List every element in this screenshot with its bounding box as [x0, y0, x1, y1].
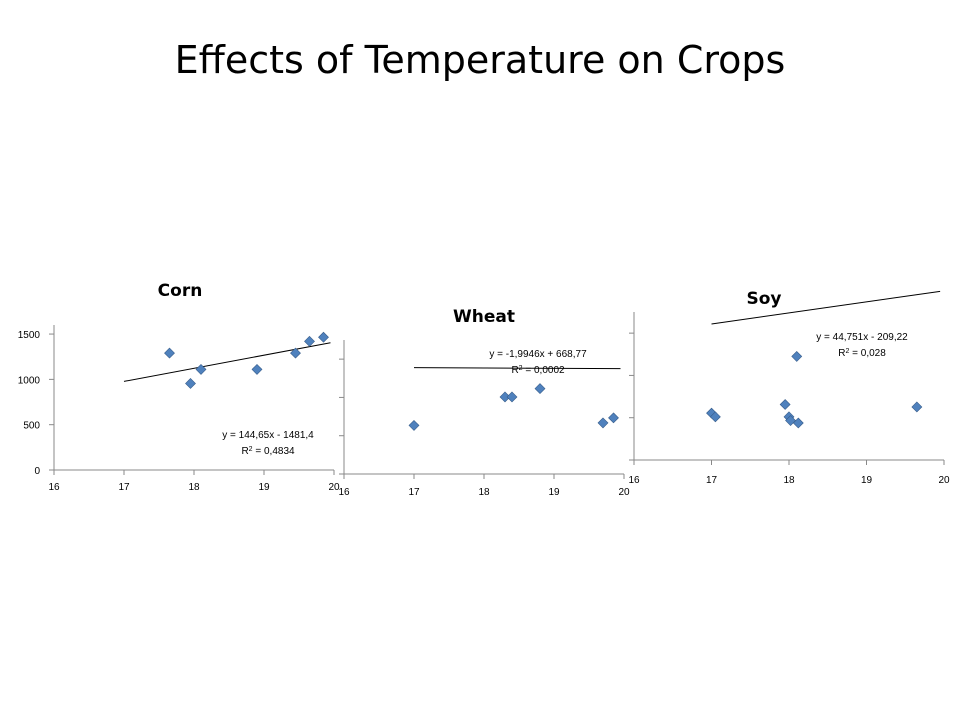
r-squared: R2 = 0,0002 [511, 365, 565, 377]
r-squared: R2 = 0,4834 [241, 446, 295, 458]
y-tick-label: 500 [23, 421, 40, 432]
x-tick-label: 20 [938, 475, 950, 486]
chart-wheat: Wheat 16 17 18 19 20 y = -1,9946x + 668,77 R2 =… [338, 307, 630, 498]
data-point [164, 347, 175, 359]
chart-title: Corn [158, 281, 203, 301]
trendline [711, 290, 941, 325]
x-tick-label: 20 [328, 482, 340, 493]
x-tick-label: 19 [258, 482, 270, 493]
data-point [709, 411, 721, 423]
data-point [792, 417, 804, 429]
data-point [318, 331, 329, 343]
data-point [408, 420, 420, 431]
data-point [185, 378, 196, 389]
x-tick-label: 20 [618, 487, 630, 498]
data-point [911, 401, 923, 413]
x-tick-label: 18 [783, 475, 795, 486]
data-point [779, 399, 791, 410]
data-point [506, 391, 518, 403]
x-tick-label: 18 [478, 487, 490, 498]
data-point [290, 347, 301, 359]
chart-title: Soy [746, 289, 781, 309]
trendline-equation: y = -1,9946x + 668,77 [489, 349, 587, 360]
x-tick-label: 16 [338, 487, 350, 498]
data-point [608, 412, 619, 424]
x-tick-label: 19 [861, 475, 873, 486]
data-point [597, 417, 609, 429]
y-tick-label: 1500 [18, 330, 41, 341]
x-tick-label: 16 [628, 475, 640, 486]
chart-title: Wheat [453, 307, 515, 327]
x-tick-label: 16 [48, 482, 60, 493]
x-tick-label: 17 [706, 475, 718, 486]
x-tick-label: 17 [408, 487, 420, 498]
trendline [413, 367, 621, 370]
trendline-equation: y = 144,65x - 1481,4 [222, 430, 314, 441]
chart-soy: Soy 16 17 18 19 20 y = 44,751x - 209,22 R2 = 0,… [628, 289, 950, 486]
y-tick-label: 1000 [18, 375, 41, 386]
trendline-equation: y = 44,751x - 209,22 [816, 332, 908, 343]
chart-corn: Corn 16 17 18 19 20 0 500 1000 1500 y = 144,65x - … [18, 281, 340, 493]
trendline [123, 342, 331, 382]
page-title: Effects of Temperature on Crops [174, 38, 786, 82]
data-point [195, 363, 207, 375]
x-tick-label: 18 [188, 482, 200, 493]
x-tick-label: 17 [118, 482, 130, 493]
data-point [534, 383, 546, 394]
data-point [791, 350, 803, 362]
data-point [251, 363, 263, 375]
r-squared: R2 = 0,028 [838, 348, 886, 360]
y-tick-label: 0 [34, 466, 40, 477]
data-point [304, 335, 315, 347]
x-tick-label: 19 [548, 487, 560, 498]
